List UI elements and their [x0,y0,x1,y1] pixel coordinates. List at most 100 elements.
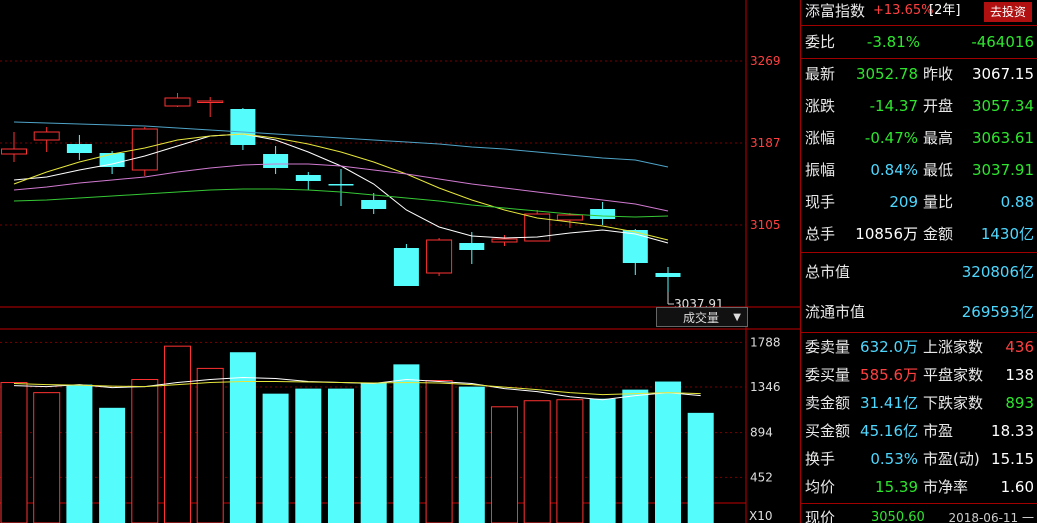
candle-body-down [622,230,648,263]
sell-amt-value: 31.41亿 [860,394,918,412]
candle-body-up [556,214,583,221]
volume-bar-down [458,386,485,523]
moving-average-line [13,163,669,212]
invest-button[interactable]: 去投资 [983,2,1032,22]
volume-bar-down [262,393,289,523]
period-label: [2年] [929,3,961,18]
vol-ratio-value: 0.88 [1000,193,1034,211]
candle-body-up [164,97,191,107]
total-mv-label: 总市值 [805,263,851,281]
volume-indicator-dropdown[interactable]: 成交量 ▼ [656,307,748,327]
candle-body-down [66,144,92,153]
volume-tick-label: 1346 [750,380,781,394]
volume-bar-down [655,381,681,523]
rise-count-label: 上涨家数 [923,338,984,356]
row-buy-amt: 买金额 45.16亿 市盈 18.33 [801,417,1037,445]
pe-dyn-label: 市盈(动) [923,450,980,468]
volume-area[interactable] [0,345,714,523]
bid-vol-value: 585.6万 [860,366,918,384]
ask-vol-label: 委卖量 [805,338,851,356]
bid-vol-label: 委买量 [805,366,851,384]
kline-chart[interactable]: 3037.91 3269 3187 3105 1788 1346 894 452 X10 [0,0,800,523]
pb-label: 市净率 [923,478,969,496]
change-rate-label: 涨幅 [805,129,836,147]
volume-ma-line [13,381,701,396]
divider [801,25,1037,26]
pb-value: 1.60 [1000,478,1034,496]
candle-body-down [99,153,125,167]
current-hand-label: 现手 [805,193,836,211]
candle-body-down [263,154,289,168]
row-change-rate: 涨幅 -0.47% 最高 3063.61 [801,122,1037,154]
volume-ma-line [13,376,701,401]
low-label: 最低 [923,161,954,179]
volume-bar-down [66,384,93,523]
buy-amt-value: 45.16亿 [860,422,918,440]
change-rate-value: -0.47% [864,129,918,147]
change-label: 涨跌 [805,97,836,115]
row-sell-amt: 卖金额 31.41亿 下跌家数 893 [801,389,1037,417]
total-hand-label: 总手 [805,225,836,243]
panel-header: 添富指数 +13.65% [2年] 去投资 [801,0,1037,24]
volume-bar-down [393,364,420,523]
candle-body-up [426,239,453,274]
fall-count-value: 893 [1005,394,1034,412]
row-amplitude: 振幅 0.84% 最低 3037.91 [801,154,1037,186]
avg-price-label: 均价 [805,478,836,496]
pe-value: 18.33 [991,422,1034,440]
index-change-pct: +13.65% [873,3,934,18]
row-float-mv: 流通市值 269593亿 [801,296,1037,328]
volume-multiplier-label: X10 [749,509,773,523]
sell-amt-label: 卖金额 [805,394,851,412]
latest-label: 最新 [805,65,836,83]
volume-bar-up [523,400,551,523]
row-bottom: 现价 3050.60 2018-06-11 一 [801,504,1037,523]
volume-tick-label: 894 [750,426,773,440]
float-mv-label: 流通市值 [805,303,866,321]
ask-vol-value: 632.0万 [860,338,918,356]
avg-price-value: 15.39 [875,478,918,496]
candle-body-down [328,184,354,186]
row-avg-price: 均价 15.39 市净率 1.60 [801,473,1037,501]
volume-bar-down [328,388,354,523]
turnover-value: 0.53% [870,450,918,468]
pe-label: 市盈 [923,422,954,440]
price-tick-label: 3105 [750,218,781,232]
moving-average-line [13,133,669,241]
price-tick-label: 3187 [750,136,781,150]
volume-bar-up [425,380,453,523]
wei-bi-pct: -3.81% [866,33,920,51]
float-mv-value: 269593亿 [961,303,1034,321]
price-tick-label: 3269 [750,54,781,68]
fall-count-label: 下跌家数 [923,394,984,412]
candle-body-down [655,273,681,277]
divider [801,503,1037,504]
bottom-value: 3050.60 [871,510,925,523]
candlestick-area[interactable]: 3037.91 [1,93,724,311]
quote-panel: 添富指数 +13.65% [2年] 去投资 委比 -3.81% -464016 … [800,0,1037,523]
chevron-down-icon: ▼ [733,312,741,323]
divider [801,252,1037,253]
candle-body-up [197,100,224,103]
flat-count-value: 138 [1005,366,1034,384]
candle-body-down [230,109,256,145]
latest-value: 3052.78 [855,65,918,83]
volume-bar-down [229,352,256,523]
volume-bar-down [99,407,126,523]
divider [801,58,1037,59]
row-total-mv: 总市值 320806亿 [801,256,1037,288]
row-bid-vol: 委买量 585.6万 平盘家数 138 [801,361,1037,389]
row-total-hand: 总手 10856万 金额 1430亿 [801,218,1037,250]
volume-bar-down [295,388,322,523]
total-mv-value: 320806亿 [961,263,1034,281]
volume-bar-up [491,406,518,523]
volume-bar-up [0,382,28,523]
volume-tick-label: 452 [750,470,773,484]
volume-tick-label: 1788 [750,335,781,349]
vol-ratio-label: 量比 [923,193,954,211]
candle-body-down [393,248,419,286]
moving-average-line [13,121,669,168]
open-value: 3057.34 [971,97,1034,115]
wei-bi-value: -464016 [971,33,1034,51]
row-wei-bi: 委比 -3.81% -464016 [801,26,1037,58]
